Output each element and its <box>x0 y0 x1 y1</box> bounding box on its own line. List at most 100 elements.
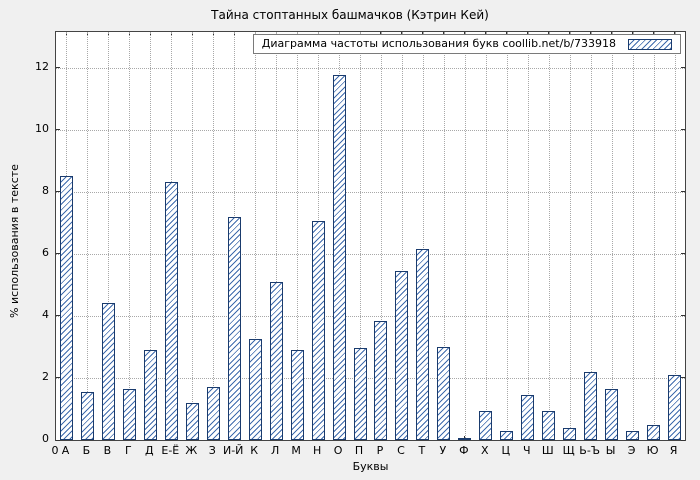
x-tick-label: П <box>354 444 364 457</box>
gridline-vertical <box>527 32 529 440</box>
gridline-vertical <box>87 32 89 440</box>
bar-В <box>101 303 115 440</box>
y-tick-label: 0 <box>42 432 49 445</box>
gridline-vertical <box>297 32 299 440</box>
gridline-horizontal <box>56 253 685 255</box>
bar-Т <box>416 249 430 440</box>
chart-title: Тайна стоптанных башмачков (Кэтрин Кей) <box>211 8 489 22</box>
y-tick <box>56 439 60 441</box>
x-tick-label: Б <box>82 444 91 457</box>
x-tick-label: Ш <box>541 444 554 457</box>
gridline-vertical <box>485 32 487 440</box>
gridline-vertical <box>380 32 382 440</box>
gridline-horizontal <box>56 191 685 193</box>
legend-swatch <box>628 38 672 50</box>
bar-А <box>59 176 73 440</box>
x-tick-label: Д <box>145 444 154 457</box>
gridline-vertical <box>611 32 613 440</box>
x-tick-label: Ч <box>522 444 531 457</box>
bar-Ф <box>458 438 472 440</box>
bar-Ж <box>185 402 199 440</box>
bar-И-Й <box>227 216 241 440</box>
x-tick-label: М <box>291 444 301 457</box>
x-tick-label: Х <box>481 444 489 457</box>
bar-Э <box>626 430 640 440</box>
x-tick-label: Е-Ё <box>161 444 180 457</box>
bar-Ц <box>500 430 514 440</box>
x-tick-label: Л <box>271 444 280 457</box>
x-tick-label: Ы <box>605 444 616 457</box>
x-tick-label: Э <box>627 444 636 457</box>
x-tick-label: У <box>439 444 447 457</box>
gridline-vertical <box>569 32 571 440</box>
gridline-horizontal <box>56 67 685 69</box>
bar-З <box>206 387 220 440</box>
x-tick-label: Щ <box>562 444 575 457</box>
gridline-horizontal <box>56 377 685 379</box>
gridline-vertical <box>590 32 592 440</box>
y-tick-label: 12 <box>35 59 49 73</box>
bar-О <box>332 75 346 440</box>
bar-Щ <box>563 428 577 440</box>
bar-К <box>248 339 262 440</box>
legend-label: Диаграмма частоты использования букв coo… <box>261 37 616 50</box>
bar-С <box>395 270 409 440</box>
bar-Н <box>311 221 325 440</box>
bar-Б <box>80 391 94 440</box>
x-tick-label: Р <box>376 444 384 457</box>
gridline-vertical <box>653 32 655 440</box>
x-tick-label: З <box>208 444 216 457</box>
bar-Г <box>122 388 136 440</box>
x-axis-label: Буквы <box>352 460 389 473</box>
plot-area: Диаграмма частоты использования букв coo… <box>55 31 686 441</box>
x-tick-label: Ж <box>185 444 198 457</box>
x-tick-label: Г <box>125 444 132 457</box>
x-tick-label: И-Й <box>222 444 244 457</box>
bar-Ш <box>542 410 556 440</box>
gridline-horizontal <box>56 315 685 317</box>
y-tick-mirror <box>681 439 685 441</box>
gridline-horizontal <box>56 129 685 131</box>
gridline-vertical <box>548 32 550 440</box>
y-tick-label: 2 <box>42 369 49 383</box>
gridline-vertical <box>506 32 508 440</box>
x-tick-label: Т <box>418 444 426 457</box>
bar-Ч <box>521 395 535 440</box>
bar-М <box>290 350 304 440</box>
y-tick-label: 6 <box>42 245 49 259</box>
y-tick-label: 4 <box>42 307 49 321</box>
x-tick-label: К <box>250 444 259 457</box>
x-tick-label: Я <box>669 444 678 457</box>
bar-П <box>353 348 367 440</box>
y-tick-label: 8 <box>42 183 49 197</box>
x-tick-label: Ь-Ъ <box>579 444 600 457</box>
bar-Я <box>668 374 682 440</box>
gridline-vertical <box>674 32 676 440</box>
gridline-vertical <box>360 32 362 440</box>
x-tick-label: Ю <box>646 444 659 457</box>
legend: Диаграмма частоты использования букв coo… <box>252 34 681 54</box>
x-tick-label: Н <box>312 444 322 457</box>
bar-Х <box>479 410 493 440</box>
bar-Е-Ё <box>164 182 178 440</box>
x-tick-label: Ф <box>459 444 469 457</box>
x-tick-label: А <box>61 444 70 457</box>
gridline-vertical <box>192 32 194 440</box>
gridline-vertical <box>422 32 424 440</box>
gridline-vertical <box>276 32 278 440</box>
x-tick-label: В <box>103 444 112 457</box>
bar-Ы <box>605 388 619 440</box>
gridline-vertical <box>129 32 131 440</box>
bar-У <box>437 346 451 440</box>
x-origin-label: 0 <box>51 444 59 457</box>
gridline-vertical <box>464 32 466 440</box>
gridline-vertical <box>632 32 634 440</box>
gridline-vertical <box>108 32 110 440</box>
x-tick-label: С <box>397 444 405 457</box>
gridline-vertical <box>401 32 403 440</box>
bar-Ь-Ъ <box>584 371 598 440</box>
bar-Д <box>143 350 157 440</box>
gridline-vertical <box>255 32 257 440</box>
gridline-vertical <box>150 32 152 440</box>
